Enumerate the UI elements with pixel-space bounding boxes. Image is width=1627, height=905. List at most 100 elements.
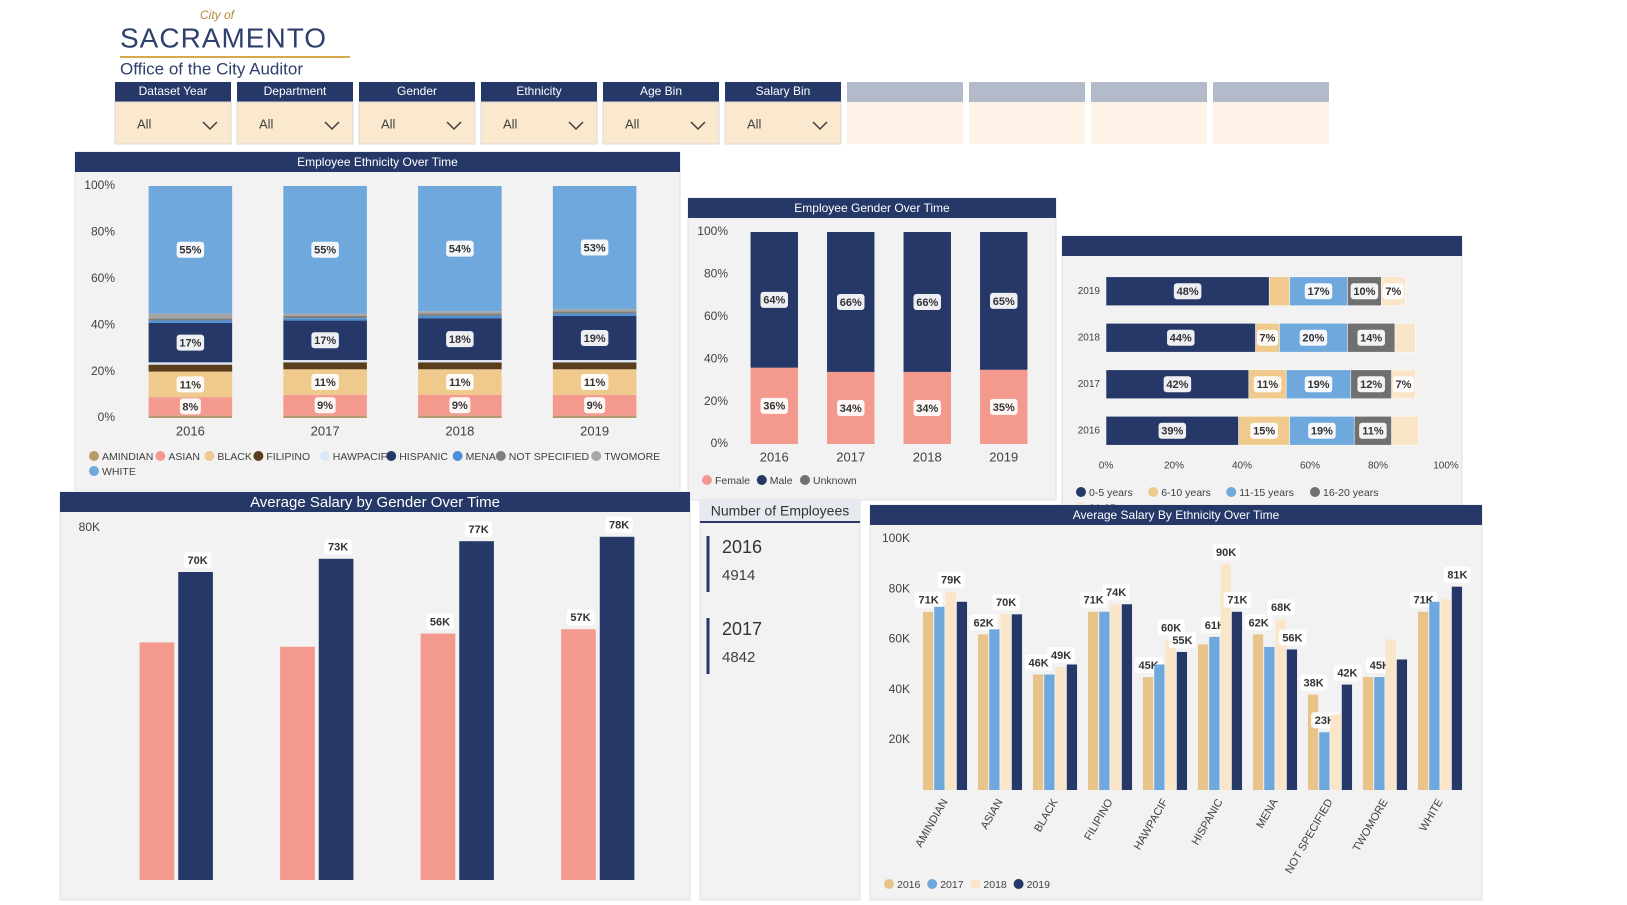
value-label: 7% xyxy=(1396,379,1412,391)
y-tick-label: 40% xyxy=(704,351,728,365)
value-label-bg xyxy=(605,516,633,533)
bar xyxy=(1275,619,1286,790)
value-label-bg xyxy=(1102,584,1130,601)
card-year: 2017 xyxy=(722,619,762,639)
legend-swatch xyxy=(1013,879,1024,889)
y-tick-label: 40K xyxy=(889,682,910,696)
value-label-bg xyxy=(1047,647,1075,664)
legend-label: 2018 xyxy=(983,879,1007,891)
legend-swatch xyxy=(386,451,397,461)
value-label: 17% xyxy=(1307,286,1329,298)
value-label-bg xyxy=(760,291,788,308)
value-label-bg xyxy=(913,399,941,416)
logo-main: SACRAMENTO xyxy=(120,22,327,53)
legend-swatch xyxy=(927,879,938,889)
legend-label: 0-5 years xyxy=(1089,487,1133,499)
bar xyxy=(1396,659,1408,790)
bar xyxy=(1330,714,1341,790)
legend-swatch xyxy=(702,475,712,485)
slicer-label: Salary Bin xyxy=(756,84,811,98)
bar-segment xyxy=(148,364,233,372)
value-label: 20% xyxy=(1302,333,1324,345)
card-year: 2016 xyxy=(722,537,762,557)
card-header xyxy=(700,500,860,522)
value-label-bg xyxy=(1308,422,1336,439)
bar xyxy=(1231,611,1243,790)
value-label: 71K xyxy=(1413,595,1433,607)
value-label-bg xyxy=(176,376,205,393)
value-label-bg xyxy=(1163,376,1192,393)
bar xyxy=(139,642,175,880)
bar xyxy=(1165,639,1176,790)
panel-header xyxy=(75,152,680,172)
value-label: 81K xyxy=(1447,570,1467,582)
legend-swatch xyxy=(495,451,506,461)
value-label-bg xyxy=(1212,544,1240,561)
bar-segment xyxy=(283,360,367,363)
legend-swatch xyxy=(89,451,99,461)
bar xyxy=(420,633,456,880)
slicer-header xyxy=(725,82,841,102)
bar-segment xyxy=(148,313,233,319)
value-label-bg xyxy=(1079,591,1108,608)
y-tick-label: 20% xyxy=(91,364,115,378)
value-label-bg xyxy=(1167,329,1195,346)
bar xyxy=(922,611,934,790)
bar xyxy=(1000,614,1011,790)
y-tick-label: 2019 xyxy=(1078,286,1101,297)
slicer-body xyxy=(1091,102,1207,144)
y-tick-label: 100K xyxy=(882,531,910,545)
value-label: 10% xyxy=(1353,286,1375,298)
value-label: 64% xyxy=(763,295,785,307)
y-tick-label: 2018 xyxy=(1078,332,1101,343)
value-label: 38K xyxy=(1303,678,1323,690)
bar xyxy=(1385,639,1396,790)
value-label-bg xyxy=(760,397,788,414)
bar xyxy=(1451,586,1463,790)
y-tick-label: 0% xyxy=(98,410,116,424)
bar-segment xyxy=(418,360,502,363)
value-label: 77K xyxy=(468,524,488,536)
slicer-chevron xyxy=(690,121,706,131)
value-label-bg xyxy=(176,241,205,258)
y-tick-label: 2016 xyxy=(1078,425,1101,436)
bar xyxy=(1429,601,1440,790)
bar-segment xyxy=(552,415,637,418)
slicer-value: All xyxy=(503,116,518,131)
value-label-bg xyxy=(1257,329,1278,346)
legend-swatch xyxy=(319,451,330,461)
slicer-body xyxy=(358,101,476,145)
bar-segment xyxy=(552,360,637,363)
value-label-bg xyxy=(324,538,352,555)
value-label-bg xyxy=(1223,591,1252,608)
y-tick-label: 20K xyxy=(889,732,910,746)
bar-segment xyxy=(148,320,233,323)
panel-header xyxy=(688,198,1056,218)
value-label-bg xyxy=(914,591,943,608)
value-label-bg xyxy=(1359,422,1387,439)
value-label-bg xyxy=(426,613,454,630)
legend-label: AMINDIAN xyxy=(102,451,153,463)
logo-sub: Office of the City Auditor xyxy=(120,59,303,78)
value-label: 8% xyxy=(182,401,198,413)
slicer-header xyxy=(359,82,475,102)
bar xyxy=(1417,611,1429,790)
value-label: 35% xyxy=(993,402,1015,414)
value-label: 19% xyxy=(1307,379,1329,391)
value-label: 42K xyxy=(1337,667,1357,679)
bar-segment xyxy=(283,313,367,316)
value-label: 78K xyxy=(609,520,629,532)
bar-segment xyxy=(1394,323,1416,353)
value-label-bg xyxy=(1173,283,1202,300)
value-label: 66% xyxy=(916,297,938,309)
value-label: 34% xyxy=(916,403,938,415)
chart-title: Employee Ethnicity Over Time xyxy=(297,155,458,169)
value-label-bg xyxy=(1024,654,1053,671)
slicer-body xyxy=(724,101,842,145)
value-label-bg xyxy=(176,334,205,351)
value-label: 39% xyxy=(1161,426,1183,438)
card-count: 4914 xyxy=(722,567,755,584)
panel-header xyxy=(1062,236,1462,256)
bar-segment xyxy=(283,315,367,319)
bar xyxy=(989,629,1000,790)
